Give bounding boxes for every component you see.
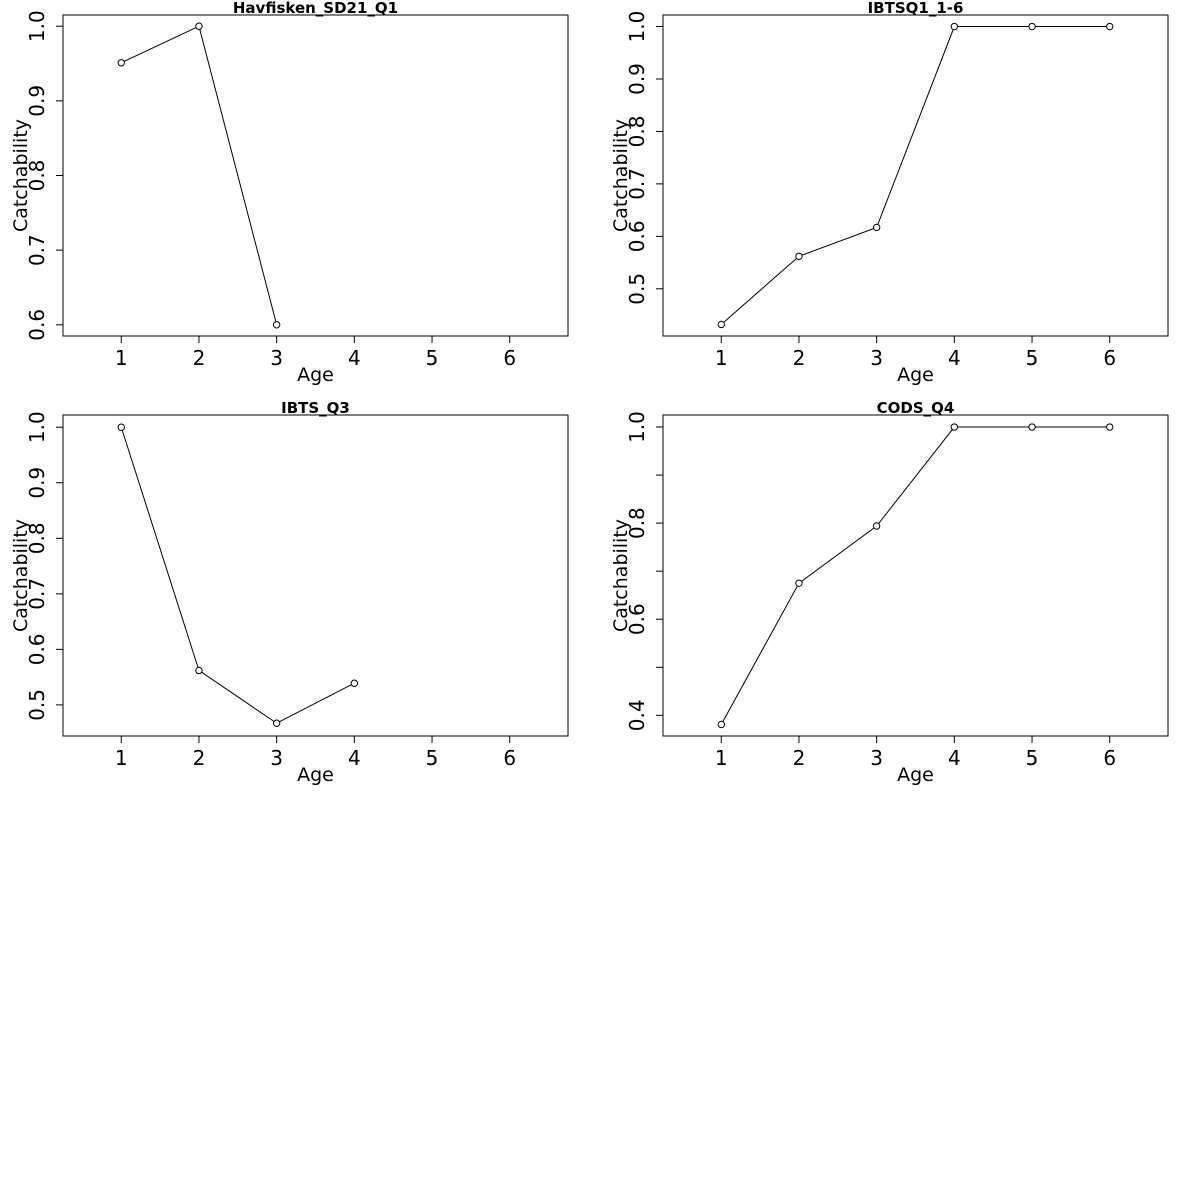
x-tick-label: 3: [270, 346, 283, 370]
y-tick-label: 0.5: [625, 273, 649, 305]
x-axis-title: Age: [297, 764, 334, 786]
data-point: [1028, 22, 1036, 31]
x-tick-label: 3: [870, 746, 883, 770]
y-tick-label: 0.5: [25, 689, 49, 721]
y-tick-label: 1.0: [625, 11, 649, 43]
x-tick-label: 2: [793, 746, 806, 770]
x-tick-label: 6: [1103, 746, 1116, 770]
x-tick-label: 4: [948, 346, 961, 370]
y-tick-label: 1.0: [625, 411, 649, 443]
data-point: [1106, 22, 1114, 31]
x-tick-label: 1: [715, 346, 728, 370]
data-point: [272, 321, 281, 329]
x-tick-label: 6: [1103, 346, 1116, 370]
chart-panel: IBTSQ1_1-6 1 2 3 4 5 6 0.5 0.6 0.7 0.8 0.9 1.0 Age Cat…: [610, 0, 1169, 386]
x-axis-title: Age: [897, 364, 934, 386]
y-tick-label: 0.4: [625, 699, 649, 731]
x-tick-label: 5: [426, 346, 439, 370]
x-tick-label: 6: [503, 346, 516, 370]
x-tick-label: 5: [1026, 346, 1039, 370]
y-axis-title: Catchability: [10, 119, 32, 232]
data-point: [950, 22, 959, 31]
data-point: [195, 22, 203, 30]
x-tick-label: 1: [115, 746, 128, 770]
y-tick-label: 0.8: [25, 522, 49, 554]
y-tick-label: 0.8: [625, 116, 649, 148]
chart-title: CODS_Q4: [877, 399, 955, 417]
y-tick-label: 0.9: [25, 85, 49, 117]
plot-frame: [662, 414, 1169, 737]
plot-frame: [62, 414, 569, 737]
y-tick-label: 0.6: [25, 309, 49, 341]
x-tick-label: 4: [348, 346, 361, 370]
y-axis-title: Catchability: [610, 119, 632, 232]
x-tick-label: 2: [193, 346, 206, 370]
plot-frame: [662, 14, 1169, 337]
chart-panel: CODS_Q4 1 2 3 4 5 6 0.4 0.6 0.8 1.0 Age Catchability: [610, 399, 1169, 786]
y-tick-label: 0.7: [625, 168, 649, 200]
data-point: [272, 719, 281, 727]
y-tick-label: 1.0: [25, 10, 49, 42]
data-point: [117, 59, 125, 67]
chart-panel: IBTS_Q3 1 2 3 4 5 6 0.5 0.6 0.7 0.8 0.9 1.0 Age Catcha…: [10, 399, 569, 786]
x-tick-label: 3: [870, 346, 883, 370]
data-point: [795, 579, 803, 587]
chart-title: Havfisken_SD21_Q1: [233, 0, 398, 17]
data-point: [795, 252, 803, 260]
x-tick-label: 1: [715, 746, 728, 770]
series-line: [121, 25, 278, 325]
series-line: [720, 426, 1110, 725]
y-axis-title: Catchability: [10, 519, 32, 632]
y-tick-label: 0.7: [25, 234, 49, 266]
x-tick-label: 2: [793, 346, 806, 370]
x-tick-label: 4: [348, 746, 361, 770]
x-tick-label: 5: [1026, 746, 1039, 770]
y-tick-label: 0.9: [25, 467, 49, 499]
data-point: [717, 320, 725, 329]
data-point: [195, 666, 203, 675]
x-tick-label: 4: [948, 746, 961, 770]
y-tick-label: 0.6: [625, 603, 649, 635]
data-point: [117, 423, 125, 431]
x-tick-label: 6: [503, 746, 516, 770]
data-point: [717, 720, 725, 729]
data-point: [1028, 423, 1036, 431]
y-tick-label: 0.7: [25, 578, 49, 610]
data-point: [350, 679, 359, 687]
x-axis-title: Age: [897, 764, 934, 786]
chart-title: IBTS_Q3: [281, 399, 350, 417]
y-tick-label: 0.6: [25, 633, 49, 665]
x-tick-label: 1: [115, 346, 128, 370]
y-tick-label: 0.9: [625, 63, 649, 95]
y-tick-label: 0.6: [625, 220, 649, 252]
chart-title: IBTSQ1_1-6: [868, 0, 964, 17]
y-tick-label: 0.8: [25, 160, 49, 192]
data-point: [872, 223, 881, 232]
x-tick-label: 3: [270, 746, 283, 770]
plot-frame: [62, 14, 569, 337]
y-tick-label: 0.8: [625, 507, 649, 539]
y-tick-label: 1.0: [25, 411, 49, 443]
x-tick-label: 2: [193, 746, 206, 770]
series-line: [720, 26, 1110, 325]
x-tick-label: 5: [426, 746, 439, 770]
chart-panel: Havfisken_SD21_Q1 1 2 3 4 5 6 0.6 0.7 0.8 0.9 1.0 Ag…: [10, 0, 569, 386]
series-line: [120, 427, 355, 724]
x-axis-title: Age: [297, 364, 334, 386]
data-point: [872, 522, 881, 530]
data-point: [1106, 423, 1114, 431]
data-point: [950, 423, 959, 431]
y-axis-title: Catchability: [610, 519, 632, 632]
